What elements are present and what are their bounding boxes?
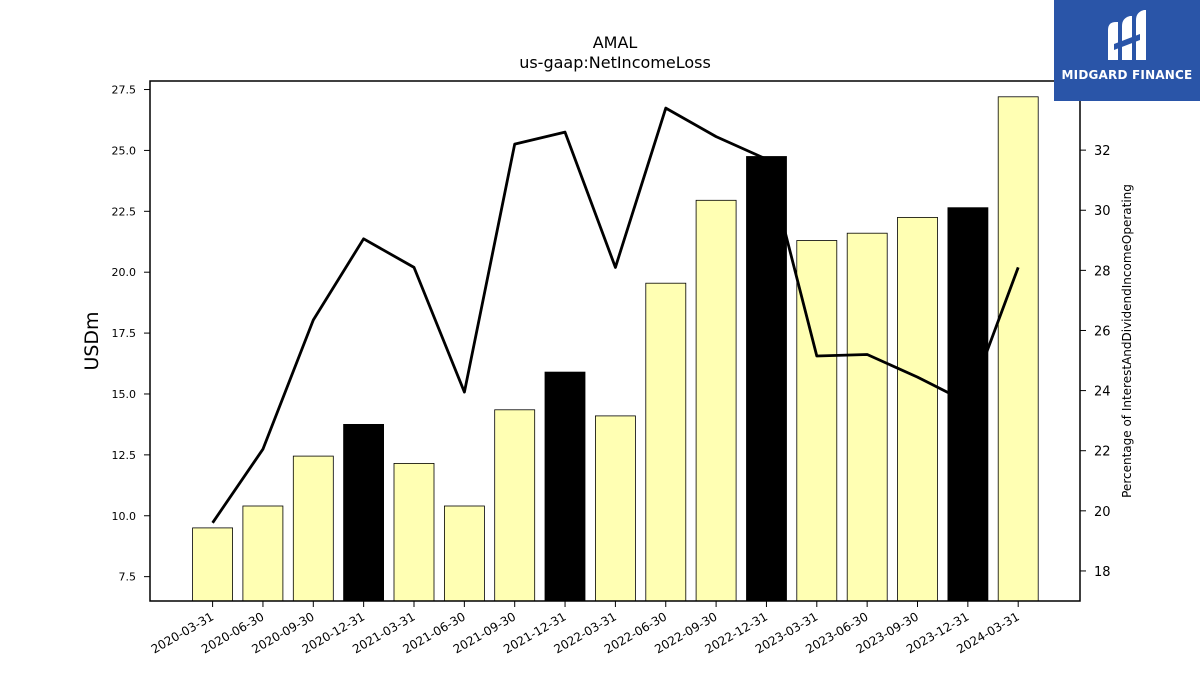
y-tick-label: 17.5 [112, 327, 137, 340]
y2-tick-label: 26 [1094, 324, 1111, 339]
bar-2023-12-31 [947, 207, 989, 602]
y-tick-label: 15.0 [112, 388, 137, 401]
bar-2021-09-30 [494, 409, 536, 602]
y2-tick-label: 22 [1094, 445, 1111, 460]
y2-tick-label: 28 [1094, 264, 1111, 279]
y-tick-label: 10.0 [112, 510, 137, 523]
bar-2023-06-30 [846, 232, 888, 602]
y2-tick-label: 24 [1094, 385, 1111, 400]
y-tick-label: 22.5 [112, 205, 137, 218]
bar-2020-12-31 [343, 423, 385, 602]
y-tick-label: 20.0 [112, 266, 137, 279]
line-layer [211, 106, 1020, 524]
y-tick-label: 12.5 [112, 449, 137, 462]
logo: MIDGARD FINANCE [1054, 0, 1200, 101]
bar-2020-06-30 [242, 505, 284, 602]
x-axis: 2020-03-312020-06-302020-09-302020-12-31… [149, 601, 1022, 656]
y-tick-label: 27.5 [112, 84, 137, 97]
y-tick-label: 25.0 [112, 144, 137, 157]
y2-tick-label: 32 [1094, 144, 1111, 159]
bar-2020-09-30 [292, 455, 334, 602]
bar-2021-12-31 [544, 371, 586, 602]
percentage-line [211, 106, 1020, 524]
chart-subtitle: us-gaap:NetIncomeLoss [519, 53, 711, 72]
bar-2021-03-31 [393, 462, 435, 602]
bar-2022-12-31 [746, 156, 787, 602]
bar-2024-03-31 [997, 96, 1039, 602]
left-axis: 7.5 10.0 12.5 15.0 17.5 20.0 22.5 25.0 27.5 [112, 84, 150, 584]
bar-2022-06-30 [645, 282, 687, 602]
bar-2023-03-31 [796, 240, 838, 602]
midgard-m-icon [1108, 10, 1146, 60]
bar-2020-03-31 [192, 527, 234, 602]
bar-2021-06-30 [443, 505, 485, 602]
chart-title: AMAL [593, 33, 638, 52]
bar-2022-09-30 [695, 199, 737, 602]
bars [192, 96, 1039, 602]
bar-2022-03-31 [595, 415, 636, 602]
y2-axis-label: Percentage of InterestAndDividendIncomeO… [1120, 184, 1134, 498]
logo-text: MIDGARD FINANCE [1061, 68, 1193, 82]
y2-tick-label: 30 [1094, 204, 1111, 219]
y-axis-label: USDm [81, 311, 103, 370]
bar-2023-09-30 [897, 216, 938, 602]
y-tick-label: 7.5 [119, 571, 137, 584]
y2-tick-label: 20 [1094, 505, 1111, 520]
y2-tick-label: 18 [1094, 565, 1111, 580]
right-axis: 18 20 22 24 26 28 30 32 [1080, 144, 1111, 580]
